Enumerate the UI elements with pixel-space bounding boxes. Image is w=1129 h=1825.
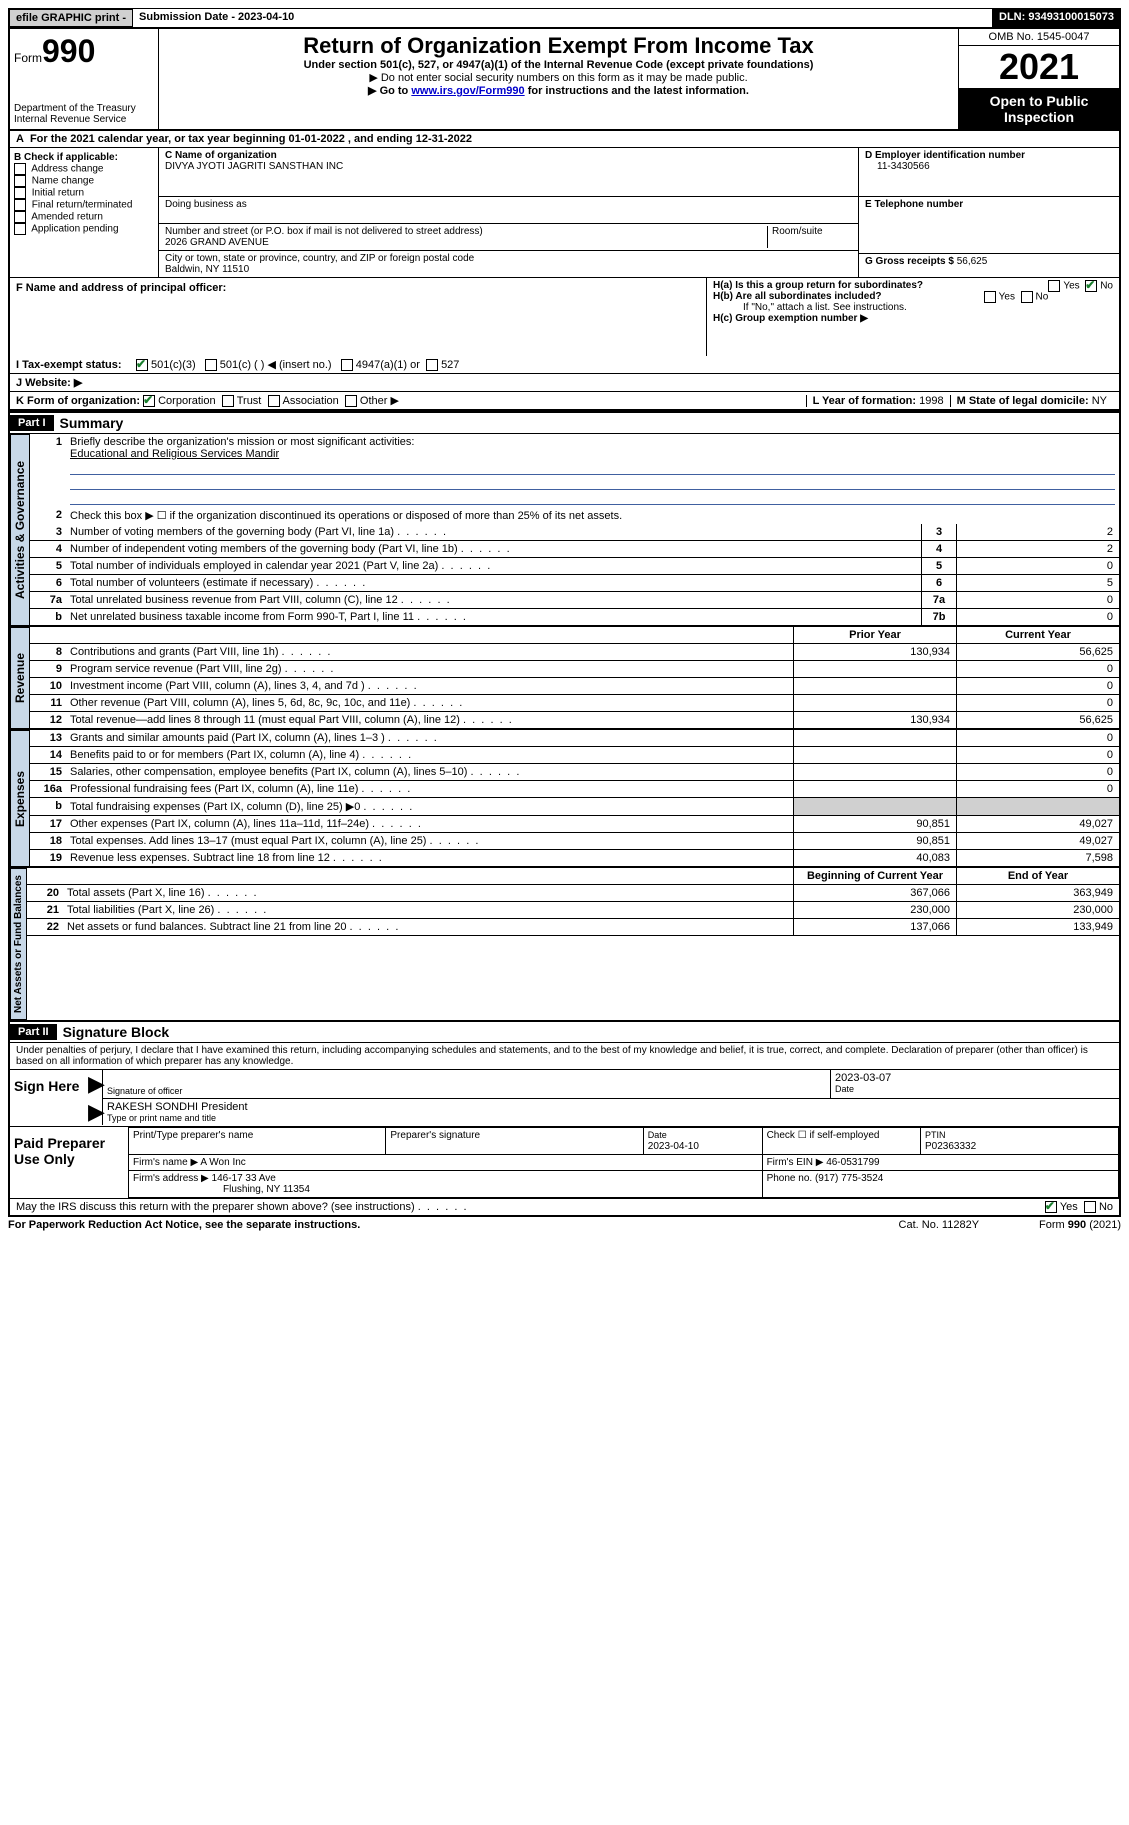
boxb-option: Initial return bbox=[14, 187, 154, 199]
dept-label: Department of the Treasury Internal Reve… bbox=[14, 103, 154, 125]
form-note2: ▶ Go to www.irs.gov/Form990 for instruct… bbox=[163, 84, 954, 97]
line-j-label: J Website: ▶ bbox=[16, 376, 82, 389]
room-label: Room/suite bbox=[772, 226, 823, 237]
dba-label: Doing business as bbox=[165, 199, 852, 210]
summary-row: 6Total number of volunteers (estimate if… bbox=[30, 575, 1119, 592]
omb-number: OMB No. 1545-0047 bbox=[959, 29, 1119, 46]
city-label: City or town, state or province, country… bbox=[165, 253, 852, 264]
form-header: Form990 Department of the Treasury Inter… bbox=[8, 28, 1121, 131]
summary-row: 3Number of voting members of the governi… bbox=[30, 524, 1119, 541]
form-number: Form990 bbox=[14, 33, 154, 70]
financial-row: 8Contributions and grants (Part VIII, li… bbox=[30, 644, 1119, 661]
officer-name: RAKESH SONDHI President bbox=[107, 1101, 1115, 1113]
part-1-header: Part I Summary bbox=[8, 411, 1121, 434]
mission-label: Briefly describe the organization's miss… bbox=[70, 436, 414, 448]
cat-no: Cat. No. 11282Y bbox=[899, 1219, 980, 1231]
financial-row: 16aProfessional fundraising fees (Part I… bbox=[30, 781, 1119, 798]
ptin: P02363332 bbox=[925, 1141, 976, 1152]
tab-revenue: Revenue bbox=[10, 627, 30, 729]
financial-row: 13Grants and similar amounts paid (Part … bbox=[30, 730, 1119, 747]
city-state-zip: Baldwin, NY 11510 bbox=[165, 264, 249, 275]
summary-row: 5Total number of individuals employed in… bbox=[30, 558, 1119, 575]
perjury-statement: Under penalties of perjury, I declare th… bbox=[8, 1043, 1121, 1070]
part-2-header: Part II Signature Block bbox=[8, 1022, 1121, 1043]
line-k-label: K Form of organization: bbox=[16, 395, 140, 407]
firm-ein: 46-0531799 bbox=[826, 1157, 879, 1168]
discuss-no-checkbox[interactable] bbox=[1084, 1201, 1096, 1213]
form-footer: Form 990 (2021) bbox=[1039, 1219, 1121, 1231]
boxb-option: Address change bbox=[14, 163, 154, 175]
tab-activities-governance: Activities & Governance bbox=[10, 434, 30, 626]
financial-row: 9Program service revenue (Part VIII, lin… bbox=[30, 661, 1119, 678]
firm-name: A Won Inc bbox=[200, 1157, 245, 1168]
gross-receipts-label: G Gross receipts $ bbox=[865, 256, 954, 267]
discuss-question: May the IRS discuss this return with the… bbox=[16, 1201, 467, 1213]
financial-row: 20Total assets (Part X, line 16)367,0663… bbox=[27, 885, 1119, 902]
form-note1: ▶ Do not enter social security numbers o… bbox=[163, 71, 954, 84]
tax-year: 2021 bbox=[959, 46, 1119, 89]
tab-net-assets: Net Assets or Fund Balances bbox=[10, 868, 27, 1020]
form-title: Return of Organization Exempt From Incom… bbox=[163, 33, 954, 59]
financial-row: 22Net assets or fund balances. Subtract … bbox=[27, 919, 1119, 936]
box-c: C Name of organization DIVYA JYOTI JAGRI… bbox=[159, 148, 858, 277]
financial-row: 10Investment income (Part VIII, column (… bbox=[30, 678, 1119, 695]
phone-label: E Telephone number bbox=[865, 199, 1113, 210]
summary-row: 7aTotal unrelated business revenue from … bbox=[30, 592, 1119, 609]
mission-value: Educational and Religious Services Mandi… bbox=[70, 448, 279, 460]
firm-address: 146-17 33 Ave bbox=[212, 1173, 276, 1184]
financial-row: 15Salaries, other compensation, employee… bbox=[30, 764, 1119, 781]
box-d-e-g: D Employer identification number 11-3430… bbox=[858, 148, 1119, 277]
current-year-hdr: Current Year bbox=[956, 627, 1119, 643]
financial-row: 11Other revenue (Part VIII, column (A), … bbox=[30, 695, 1119, 712]
preparer-date: 2023-04-10 bbox=[648, 1141, 699, 1152]
top-bar: efile GRAPHIC print - Submission Date - … bbox=[8, 8, 1121, 28]
financial-row: 18Total expenses. Add lines 13–17 (must … bbox=[30, 833, 1119, 850]
identity-block: B Check if applicable: Address change Na… bbox=[8, 148, 1121, 277]
sign-date: 2023-03-07 bbox=[835, 1072, 1115, 1084]
box-b: B Check if applicable: Address change Na… bbox=[10, 148, 159, 277]
org-name: DIVYA JYOTI JAGRITI SANSTHAN INC bbox=[165, 161, 343, 172]
discuss-yes-checkbox[interactable] bbox=[1045, 1201, 1057, 1213]
financial-row: 14Benefits paid to or for members (Part … bbox=[30, 747, 1119, 764]
efile-print-button[interactable]: efile GRAPHIC print - bbox=[9, 9, 133, 27]
street-address: 2026 GRAND AVENUE bbox=[165, 237, 269, 248]
tab-expenses: Expenses bbox=[10, 730, 30, 867]
boxb-option: Name change bbox=[14, 175, 154, 187]
boxb-option: Final return/terminated bbox=[14, 199, 154, 211]
ein-label: D Employer identification number bbox=[865, 150, 1113, 161]
financial-row: bTotal fundraising expenses (Part IX, co… bbox=[30, 798, 1119, 816]
prior-year-hdr: Prior Year bbox=[793, 627, 956, 643]
line-i-label: I Tax-exempt status: bbox=[16, 359, 136, 371]
box-h: H(a) Is this a group return for subordin… bbox=[706, 278, 1119, 356]
gross-receipts-value: 56,625 bbox=[957, 256, 988, 267]
box-f: F Name and address of principal officer: bbox=[10, 278, 706, 356]
dln-label: DLN: 93493100015073 bbox=[993, 9, 1120, 27]
501c3-checkbox[interactable] bbox=[136, 359, 148, 371]
open-inspection: Open to Public Inspection bbox=[959, 89, 1119, 129]
form-subtitle: Under section 501(c), 527, or 4947(a)(1)… bbox=[163, 59, 954, 71]
paperwork-notice: For Paperwork Reduction Act Notice, see … bbox=[8, 1219, 360, 1231]
discontinued-check: Check this box ▶ ☐ if the organization d… bbox=[66, 507, 1119, 524]
boxb-option: Application pending bbox=[14, 223, 154, 235]
addr-label: Number and street (or P.O. box if mail i… bbox=[165, 226, 767, 237]
summary-row: bNet unrelated business taxable income f… bbox=[30, 609, 1119, 626]
financial-row: 21Total liabilities (Part X, line 26)230… bbox=[27, 902, 1119, 919]
ein-value: 11-3430566 bbox=[865, 161, 930, 172]
firm-phone: (917) 775-3524 bbox=[815, 1173, 883, 1184]
financial-row: 12Total revenue—add lines 8 through 11 (… bbox=[30, 712, 1119, 729]
sign-here-label: Sign Here bbox=[10, 1070, 88, 1126]
org-name-label: C Name of organization bbox=[165, 150, 852, 161]
summary-row: 4Number of independent voting members of… bbox=[30, 541, 1119, 558]
financial-row: 19Revenue less expenses. Subtract line 1… bbox=[30, 850, 1119, 867]
financial-row: 17Other expenses (Part IX, column (A), l… bbox=[30, 816, 1119, 833]
paid-preparer-label: Paid Preparer Use Only bbox=[10, 1127, 128, 1198]
irs-link[interactable]: www.irs.gov/Form990 bbox=[411, 85, 524, 97]
section-a: A For the 2021 calendar year, or tax yea… bbox=[8, 131, 1121, 148]
submission-date: Submission Date - 2023-04-10 bbox=[133, 9, 993, 27]
boxb-option: Amended return bbox=[14, 211, 154, 223]
